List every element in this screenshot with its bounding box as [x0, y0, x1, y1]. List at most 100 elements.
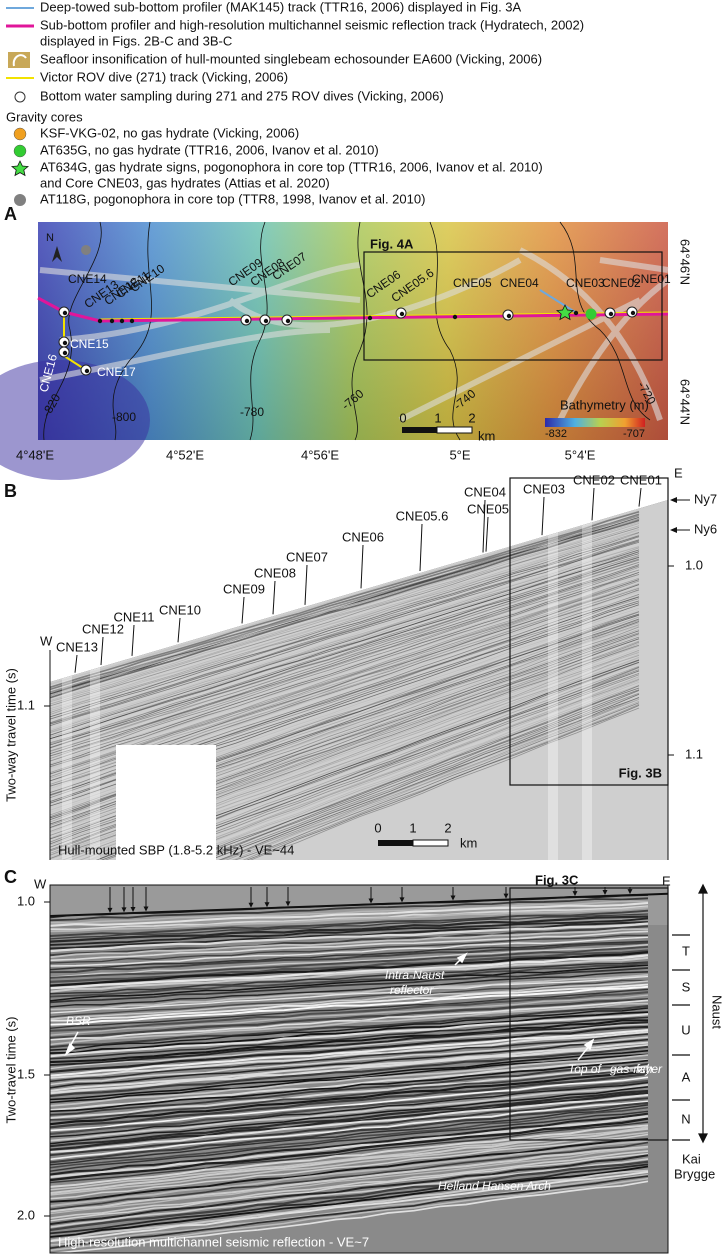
reflector: [50, 917, 649, 946]
station-label: CNE04: [500, 276, 539, 290]
station-label: CNE12: [82, 621, 124, 636]
reflector: [50, 572, 640, 766]
reflector: [50, 1021, 649, 1067]
scale-label: 2: [444, 820, 451, 835]
reflector: [50, 906, 649, 933]
station-arrow-head: [264, 902, 270, 908]
annotation: BSR: [66, 1014, 91, 1028]
reflector: [50, 1124, 649, 1188]
reflector: [50, 521, 640, 701]
reflector: [50, 951, 649, 987]
reflector: [50, 1160, 649, 1232]
reflector: [50, 579, 640, 775]
station-label: CNE03: [523, 481, 565, 496]
station-label: CNE06: [342, 529, 384, 544]
reflector: [50, 514, 640, 693]
station-label: CNE07: [286, 549, 328, 564]
reflector: [50, 523, 640, 703]
reflector: [50, 1036, 649, 1086]
reflector: [50, 547, 640, 734]
reflector: [50, 1079, 649, 1135]
reflector: [50, 566, 640, 759]
colorbar-max: -707: [623, 428, 645, 440]
station: [62, 350, 68, 356]
station-arrow: [482, 499, 486, 553]
reflector: [50, 1033, 649, 1083]
no-data: [116, 745, 216, 860]
reflector: [50, 692, 640, 860]
reflector: [50, 988, 649, 1029]
reflector: [50, 909, 649, 937]
station-label: CNE15: [70, 337, 109, 351]
scale-label: 1: [409, 820, 416, 835]
reflector: [50, 1054, 649, 1107]
legend-heading: Gravity cores: [6, 109, 83, 124]
gas-chimney: [62, 500, 72, 860]
station-arrow-head: [107, 907, 113, 913]
station: [84, 368, 90, 374]
station-arrow: [241, 596, 245, 624]
station-arrow: [591, 487, 595, 521]
reflector: [50, 1045, 649, 1098]
station: [119, 318, 125, 324]
contour-label: -780: [240, 405, 264, 419]
unit-label: A: [682, 1069, 691, 1084]
reflector: [50, 510, 640, 686]
station-arrow-head: [143, 906, 149, 912]
reflector: [50, 684, 640, 860]
reflector: [50, 922, 649, 953]
reflector: [50, 1145, 649, 1213]
reflector: [50, 546, 640, 732]
station-arrow-head: [285, 901, 291, 907]
reflector: [50, 1016, 649, 1060]
reflector: [50, 553, 640, 740]
colorbar-title: Bathymetry (m): [560, 397, 649, 412]
station-label: CNE03: [566, 276, 605, 290]
annotation-arrows: [64, 952, 595, 1061]
tick-label: 1.5: [17, 1066, 35, 1081]
legend-entry: displayed in Figs. 2B-C and 3B-C: [40, 33, 232, 48]
reflector: [50, 1110, 649, 1172]
reflector: [50, 1023, 649, 1070]
reflector: [50, 676, 640, 860]
reflector: [50, 557, 640, 746]
reflector: [50, 1091, 649, 1151]
station: [399, 311, 405, 317]
seismic-profile: [50, 885, 668, 1253]
station-arrow-head: [602, 890, 608, 896]
reflector: [50, 525, 640, 705]
reflector: [50, 941, 649, 974]
legend-entry: and Core CNE03, gas hydrates (Attias et …: [40, 175, 330, 190]
station: [452, 314, 458, 320]
fig-box: [509, 477, 669, 786]
station-label: CNE02: [573, 472, 615, 487]
reflector: [50, 1101, 649, 1164]
reflector: [50, 1141, 649, 1211]
reflector: [50, 1083, 649, 1142]
reflector: [50, 1169, 649, 1242]
reflector: [50, 705, 640, 860]
reflector: [50, 1180, 649, 1253]
reflector: [50, 704, 640, 860]
tick-label: 1.0: [685, 557, 703, 572]
station-label: CNE11: [114, 609, 155, 624]
reflector: [50, 707, 640, 860]
legend-icons: [6, 7, 34, 206]
station-arrow: [131, 624, 135, 656]
annotation: gas-rich: [610, 1062, 653, 1076]
legend-entry: Sub-bottom profiler and high-resolution …: [40, 17, 584, 32]
scale-label: 2: [468, 410, 475, 425]
reflector: [50, 700, 640, 860]
station-label: CNE05: [453, 276, 492, 290]
reflector: [50, 925, 649, 957]
reflector: [50, 913, 649, 940]
station-arrow-head: [121, 907, 127, 913]
reflector: [50, 1007, 649, 1051]
horizon-arrow-head: [670, 527, 677, 533]
reflector: [50, 680, 640, 860]
station: [129, 318, 135, 324]
station-arrow: [304, 564, 308, 605]
longitude-label: 4°52'E: [166, 447, 204, 462]
reflector: [50, 900, 649, 924]
reflector: [50, 961, 649, 998]
